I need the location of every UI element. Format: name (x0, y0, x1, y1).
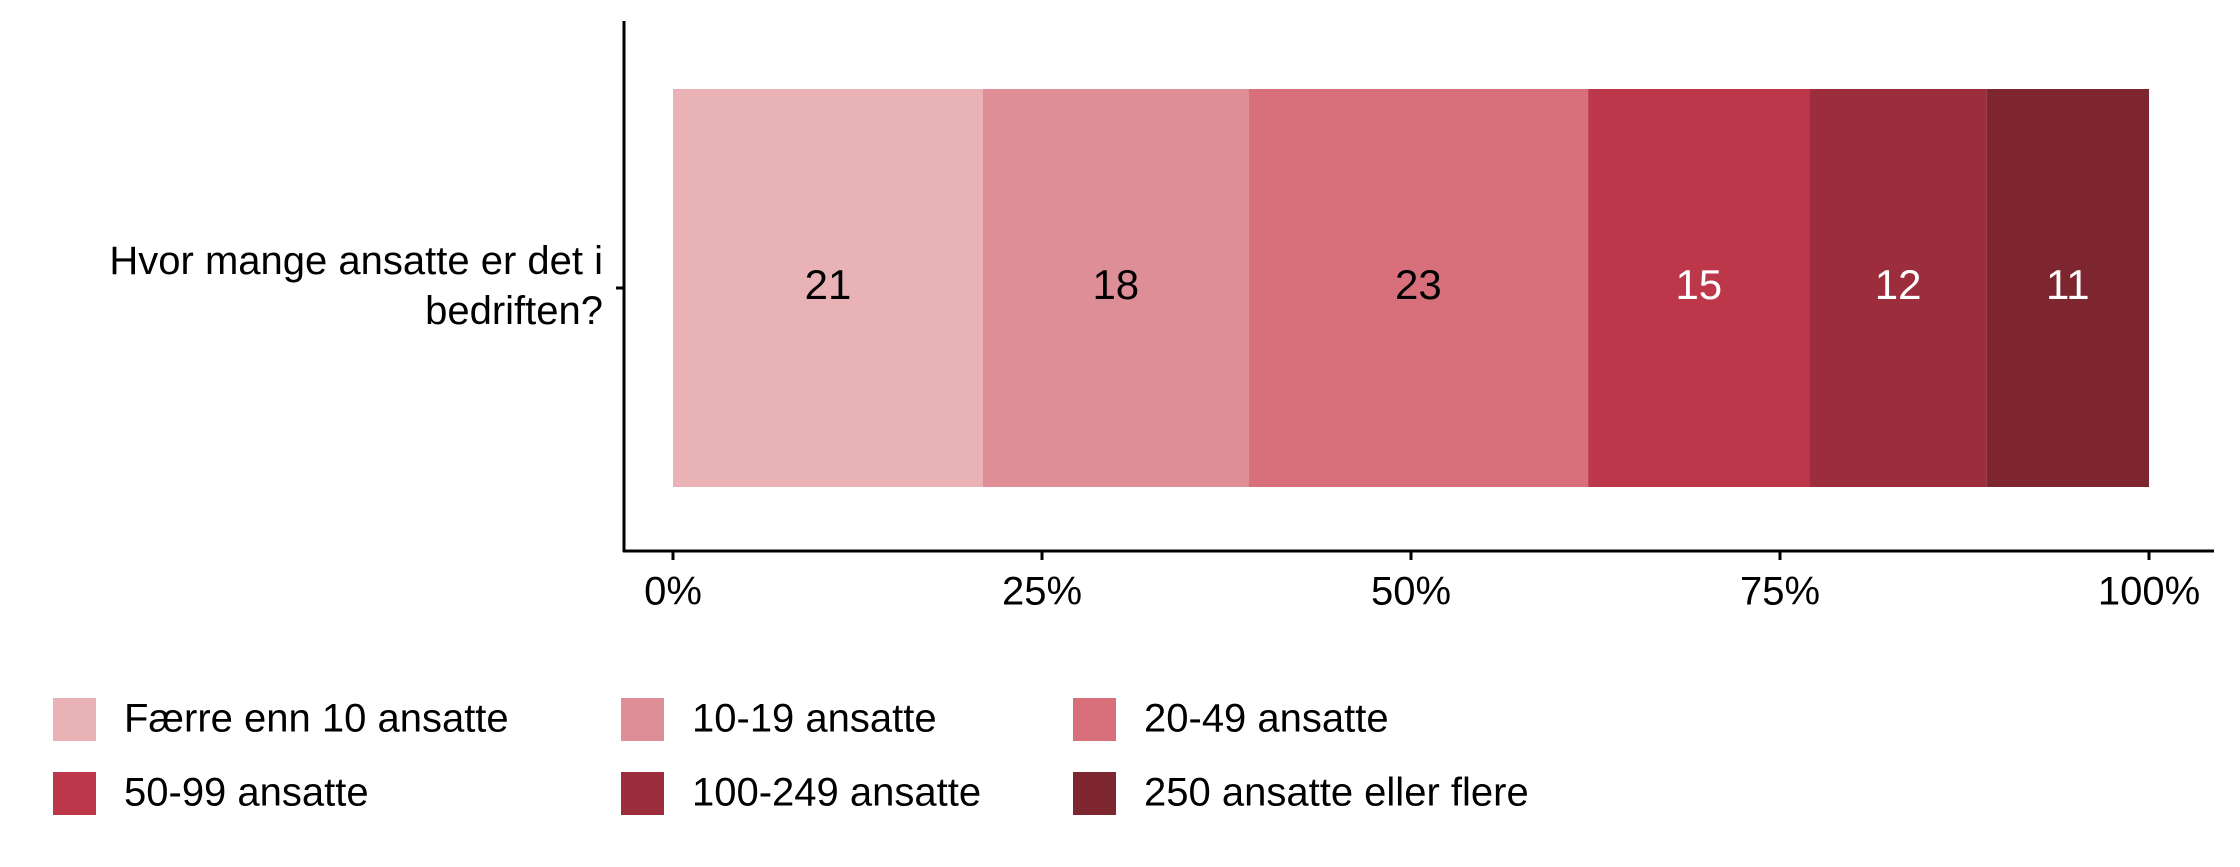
legend-swatch (621, 772, 664, 815)
legend-label: 100-249 ansatte (692, 771, 981, 815)
legend-swatch (1073, 772, 1116, 815)
legend-swatch (53, 772, 96, 815)
legend-swatch (53, 698, 96, 741)
value-label: 15 (1675, 261, 1722, 308)
value-label: 23 (1395, 261, 1442, 308)
bar-segment (1809, 89, 1987, 487)
legend-label: 20-49 ansatte (1144, 697, 1389, 741)
value-label: 21 (805, 261, 852, 308)
legend-label: Færre enn 10 ansatte (124, 697, 509, 741)
bar-segment (1588, 89, 1810, 487)
x-tick-label: 100% (2098, 570, 2200, 614)
x-tick-label: 0% (644, 570, 702, 614)
value-label: 18 (1092, 261, 1139, 308)
x-tick-label: 75% (1740, 570, 1820, 614)
legend-label: 10-19 ansatte (692, 697, 937, 741)
legend-swatch (621, 698, 664, 741)
value-label: 12 (1875, 261, 1922, 308)
bar-segment (982, 89, 1249, 487)
legend-swatch (1073, 698, 1116, 741)
x-tick-label: 25% (1002, 570, 1082, 614)
legend-label: 50-99 ansatte (124, 771, 369, 815)
bar-segment (673, 89, 983, 487)
bar-segment (1248, 89, 1589, 487)
x-tick-label: 50% (1371, 570, 1451, 614)
category-label: Hvor mange ansatte er det i bedriften? (109, 239, 603, 333)
value-label: 11 (2046, 261, 2090, 308)
bar-segment (1986, 89, 2149, 487)
legend-label: 250 ansatte eller flere (1144, 771, 1529, 815)
